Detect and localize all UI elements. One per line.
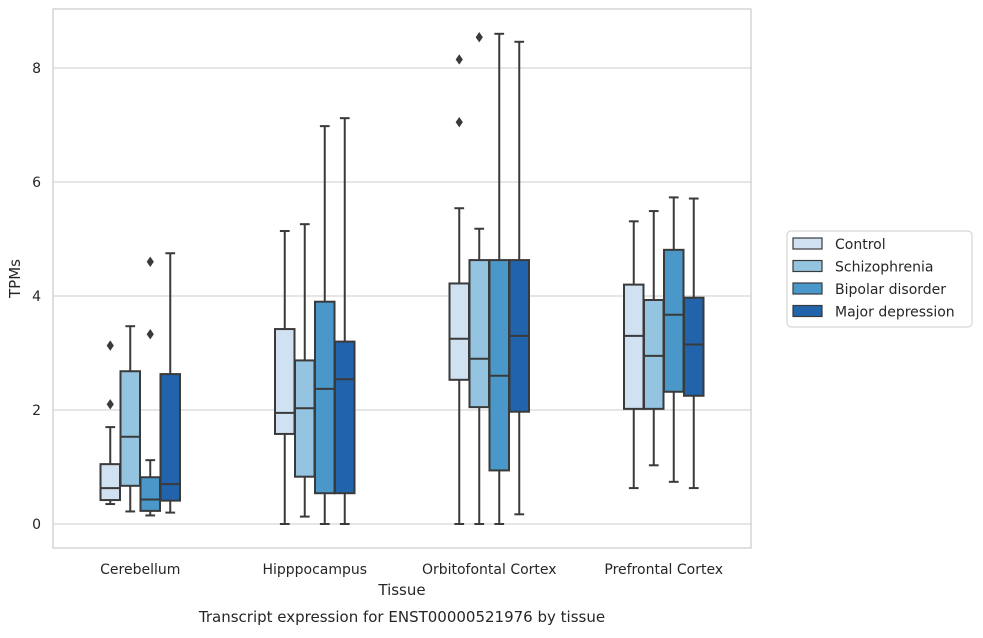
box-cerebellum-control <box>99 340 121 506</box>
box-iqr <box>623 283 645 410</box>
box-iqr <box>314 300 336 495</box>
x-tick-label-orbitofontal-cortex: Orbitofontal Cortex <box>422 562 557 578</box>
box-prefrontal-cortex-major-depression <box>683 197 705 490</box>
chart-caption: Transcript expression for ENST0000052197… <box>198 608 605 626</box>
box-iqr <box>274 328 296 435</box>
legend-label-control: Control <box>835 237 886 253</box>
plot-frame <box>52 8 752 549</box>
x-tick-label-cerebellum: Cerebellum <box>100 562 180 578</box>
outlier-point-0 <box>475 32 483 43</box>
box-iqr <box>488 259 510 472</box>
legend: Control Schizophrenia Bipolar disorder Majo… <box>786 230 973 328</box>
legend-swatch-bipolar-disorder <box>792 282 823 295</box>
grid-lines <box>53 67 751 525</box>
y-axis-label: TPMs <box>6 259 24 299</box>
y-tick-label-6: 6 <box>32 175 41 191</box>
box-orbitofontal-cortex-major-depression <box>508 40 530 516</box>
outlier-point-0 <box>106 399 114 410</box>
outlier-point-1 <box>455 54 463 65</box>
y-tick-label-0: 0 <box>32 517 41 533</box>
box-hipppocampus-schizophrenia <box>294 223 316 518</box>
box-iqr <box>119 370 141 487</box>
box-iqr <box>139 476 161 512</box>
box-iqr <box>159 373 181 502</box>
legend-label-major-depression: Major depression <box>835 305 955 321</box>
x-axis-label: Tissue <box>377 581 425 599</box>
y-tick-label-2: 2 <box>32 403 41 419</box>
legend-swatch-schizophrenia <box>792 259 823 273</box>
outlier-point-1 <box>106 340 114 351</box>
legend-label-bipolar-disorder: Bipolar disorder <box>835 282 946 298</box>
box-plots <box>99 32 705 525</box>
outlier-point-1 <box>146 256 154 267</box>
box-iqr <box>683 296 705 397</box>
y-axis-ticks: 0 2 4 6 8 <box>32 61 41 533</box>
box-iqr <box>99 463 121 502</box>
legend-swatch-major-depression <box>792 304 823 318</box>
box-cerebellum-bipolar-disorder <box>139 256 161 517</box>
legend-frame <box>786 230 973 328</box>
box-hipppocampus-control <box>274 230 296 525</box>
box-cerebellum-major-depression <box>159 252 181 514</box>
box-iqr <box>663 248 685 393</box>
x-tick-label-hipppocampus: Hipppocampus <box>262 562 367 578</box>
legend-swatch-control <box>792 237 823 250</box>
box-prefrontal-cortex-control <box>623 220 645 490</box>
box-iqr <box>334 340 356 495</box>
x-tick-label-prefrontal-cortex: Prefrontal Cortex <box>604 562 723 578</box>
box-iqr <box>643 298 665 410</box>
box-prefrontal-cortex-schizophrenia <box>643 210 665 467</box>
box-hipppocampus-major-depression <box>334 117 356 525</box>
box-prefrontal-cortex-bipolar-disorder <box>663 196 685 483</box>
box-cerebellum-schizophrenia <box>119 325 141 513</box>
outlier-point-0 <box>455 116 463 128</box>
y-tick-label-8: 8 <box>32 61 41 77</box>
box-orbitofontal-cortex-schizophrenia <box>468 32 490 525</box>
box-hipppocampus-bipolar-disorder <box>314 125 336 525</box>
x-axis-ticks: Cerebellum Hipppocampus Orbitofontal Corte… <box>100 562 723 578</box>
box-iqr <box>468 259 490 409</box>
box-orbitofontal-cortex-bipolar-disorder <box>488 32 510 525</box>
box-iqr <box>294 359 316 478</box>
legend-label-schizophrenia: Schizophrenia <box>835 260 933 276</box>
y-tick-label-4: 4 <box>32 289 41 305</box>
box-iqr <box>448 282 470 381</box>
outlier-point-0 <box>146 328 154 340</box>
box-orbitofontal-cortex-control <box>448 54 470 525</box>
